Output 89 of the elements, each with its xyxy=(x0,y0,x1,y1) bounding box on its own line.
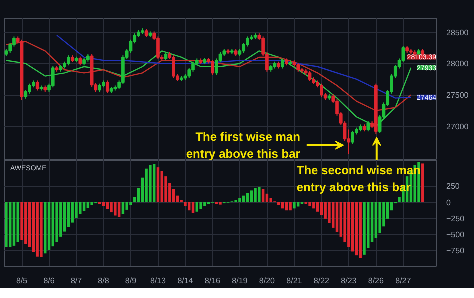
bar xyxy=(250,190,253,202)
x-tick-label: 8/7 xyxy=(70,276,83,286)
bar xyxy=(44,202,47,254)
y-tick-label: −250 xyxy=(446,214,466,224)
bar xyxy=(8,202,12,248)
bar xyxy=(52,202,55,247)
bar xyxy=(270,198,272,202)
bar xyxy=(258,187,261,202)
bar xyxy=(114,202,117,216)
candlestick xyxy=(36,80,40,92)
bar xyxy=(238,198,242,202)
x-tick-label: 8/8 xyxy=(98,276,110,286)
candlestick xyxy=(320,83,324,98)
bar xyxy=(355,202,358,256)
bar xyxy=(219,202,222,205)
x-tick-label: 8/9 xyxy=(125,276,138,286)
x-tick-label: 8/27 xyxy=(396,276,412,286)
bar xyxy=(359,202,362,258)
x-tick-label: 8/19 xyxy=(232,276,248,286)
bar xyxy=(316,202,320,212)
x-tick-label: 8/13 xyxy=(150,276,167,286)
candlestick xyxy=(366,121,370,132)
candlestick xyxy=(67,55,70,66)
bar xyxy=(160,171,164,202)
bar xyxy=(79,202,82,214)
bar xyxy=(12,202,16,246)
bar xyxy=(422,164,424,202)
bar xyxy=(262,189,265,202)
bar xyxy=(254,188,257,202)
bar xyxy=(110,202,113,213)
bar xyxy=(204,202,206,206)
bar xyxy=(289,202,292,211)
x-tick-label: 8/14 xyxy=(178,276,194,286)
y-tick-label: −500 xyxy=(446,230,466,240)
candlestick xyxy=(211,59,214,76)
bar xyxy=(374,202,378,238)
bar xyxy=(118,202,121,218)
bar xyxy=(40,202,43,258)
bar xyxy=(16,202,20,242)
candlestick xyxy=(106,80,110,94)
x-tick-label: 8/20 xyxy=(259,276,276,286)
y-tick-label: 0 xyxy=(446,198,452,208)
bar xyxy=(20,202,24,240)
bar xyxy=(184,202,187,206)
bar xyxy=(312,202,316,209)
bar xyxy=(36,202,39,257)
bar xyxy=(48,202,51,250)
y-tick-label: −750 xyxy=(446,246,466,256)
candlestick xyxy=(308,70,312,82)
bar xyxy=(156,168,160,202)
bar xyxy=(351,202,354,252)
bar xyxy=(90,202,94,206)
x-tick-label: 8/5 xyxy=(16,276,28,286)
bar xyxy=(348,202,350,248)
bar xyxy=(246,193,250,202)
bar xyxy=(24,202,28,244)
bar xyxy=(5,202,8,248)
bar xyxy=(122,202,125,214)
bar xyxy=(145,168,148,202)
bar xyxy=(196,202,199,212)
bar xyxy=(266,194,269,202)
bar xyxy=(56,202,58,242)
bar xyxy=(296,202,300,207)
candlestick xyxy=(281,58,284,70)
annotation: The first wise man entry above this bar xyxy=(186,130,301,161)
candlestick xyxy=(172,55,176,79)
bar xyxy=(200,202,202,210)
y-tick-label: 27500 xyxy=(446,91,470,100)
x-tick-label: 8/6 xyxy=(44,276,56,286)
y-tick-label: 28500 xyxy=(446,28,470,38)
candlestick xyxy=(351,130,354,145)
x-tick-label: 8/26 xyxy=(368,276,385,286)
y-tick-label: 27000 xyxy=(446,122,470,132)
candlestick xyxy=(51,66,55,88)
candlestick xyxy=(129,39,133,54)
bar xyxy=(106,202,109,210)
bar xyxy=(82,202,86,212)
bar xyxy=(149,164,152,202)
bar xyxy=(293,202,296,209)
bar xyxy=(308,202,312,206)
bar xyxy=(242,196,246,202)
y-tick-label: 28000 xyxy=(446,60,470,69)
x-tick-label: 8/21 xyxy=(286,276,303,286)
bar xyxy=(152,164,156,202)
x-tick-label: 8/16 xyxy=(204,276,222,286)
x-tick-label: 8/23 xyxy=(341,276,358,286)
bar xyxy=(363,202,366,255)
x-tick-label: 8/22 xyxy=(314,276,330,286)
y-tick-label: 250 xyxy=(446,182,460,192)
